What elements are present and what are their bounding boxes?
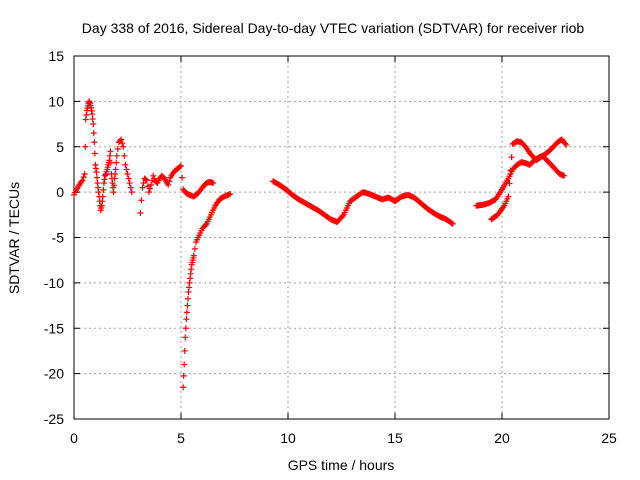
data-point: [210, 180, 217, 187]
data-point: [146, 185, 153, 192]
data-point: [119, 140, 126, 147]
data-point: [118, 136, 125, 143]
data-point: [99, 193, 106, 200]
data-point: [182, 325, 189, 332]
y-tick-label: -5: [52, 230, 65, 246]
x-tick-label: 0: [70, 430, 78, 446]
grid: [74, 56, 609, 419]
data-point: [190, 252, 197, 259]
data-point: [165, 181, 172, 188]
data-point: [90, 130, 97, 137]
data-point: [114, 146, 121, 153]
y-tick-label: 15: [48, 48, 64, 64]
data-point: [183, 309, 190, 316]
data-point: [148, 181, 155, 188]
data-point: [181, 361, 188, 368]
y-axis-label: SDTVAR / TECUs: [6, 182, 22, 294]
data-point: [449, 220, 456, 227]
data-point: [113, 159, 120, 166]
data-point: [107, 159, 114, 166]
x-tick-label: 10: [280, 430, 296, 446]
data-point: [176, 163, 183, 170]
data-point: [113, 152, 120, 159]
data-point: [561, 172, 568, 179]
data-point: [506, 180, 513, 187]
y-tick-label: 0: [56, 184, 64, 200]
y-tick-label: 10: [48, 93, 64, 109]
data-point: [91, 139, 98, 146]
data-point: [138, 197, 145, 204]
data-point: [507, 167, 514, 174]
data-point: [191, 245, 198, 252]
data-point: [100, 186, 107, 193]
data-point: [181, 347, 188, 354]
data-point: [184, 295, 191, 302]
data-point: [124, 170, 131, 177]
data-point: [180, 372, 187, 379]
data-point: [94, 174, 101, 181]
x-tick-label: 5: [177, 430, 185, 446]
y-tick-label: 5: [56, 139, 64, 155]
x-tick-labels: 0 5 10 15 20 25: [70, 430, 617, 446]
data-point: [151, 175, 158, 182]
data-point: [79, 177, 86, 184]
data-point: [202, 222, 209, 229]
y-tick-label: -15: [44, 320, 64, 336]
data-point: [183, 316, 190, 323]
data-point: [339, 213, 346, 220]
data-point: [142, 176, 149, 183]
data-point: [112, 166, 119, 173]
y-tick-label: -25: [44, 411, 64, 427]
data-point: [91, 150, 98, 157]
data-point: [227, 190, 234, 197]
data-points: [71, 98, 570, 391]
data-point: [80, 174, 87, 181]
x-tick-label: 25: [601, 430, 617, 446]
data-point: [111, 182, 118, 189]
data-point: [143, 177, 150, 184]
data-point: [126, 180, 133, 187]
data-point: [562, 140, 569, 147]
data-point: [120, 143, 127, 150]
data-point: [121, 152, 128, 159]
x-tick-label: 20: [494, 430, 510, 446]
data-point: [179, 174, 186, 181]
data-point: [78, 178, 85, 185]
data-point: [107, 148, 114, 155]
data-point: [140, 180, 147, 187]
x-tick-label: 15: [387, 430, 403, 446]
data-point: [166, 178, 173, 185]
data-point: [93, 169, 100, 176]
data-point: [145, 189, 152, 196]
data-point: [123, 166, 130, 173]
y-tick-labels: -25 -20 -15 -10 -5 0 5 10 15: [44, 48, 64, 427]
data-point: [125, 175, 132, 182]
data-point: [90, 121, 97, 128]
data-point: [505, 193, 512, 200]
data-point: [128, 189, 135, 196]
y-tick-label: -10: [44, 275, 64, 291]
data-point: [182, 334, 189, 341]
data-point: [508, 154, 515, 161]
data-point: [82, 143, 89, 150]
data-point: [448, 220, 455, 227]
data-point: [150, 172, 157, 179]
data-point: [110, 189, 117, 196]
data-point: [178, 162, 184, 169]
data-point: [180, 384, 187, 391]
x-axis-label: GPS time / hours: [288, 457, 395, 473]
y-tick-label: -20: [44, 366, 64, 382]
data-point: [81, 170, 88, 177]
data-point: [184, 302, 191, 309]
data-point: [139, 184, 146, 191]
data-point: [122, 161, 129, 168]
data-point: [137, 209, 144, 216]
chart-title: Day 338 of 2016, Sidereal Day-to-day VTE…: [82, 20, 585, 36]
data-point: [563, 141, 570, 148]
data-point: [127, 184, 134, 191]
